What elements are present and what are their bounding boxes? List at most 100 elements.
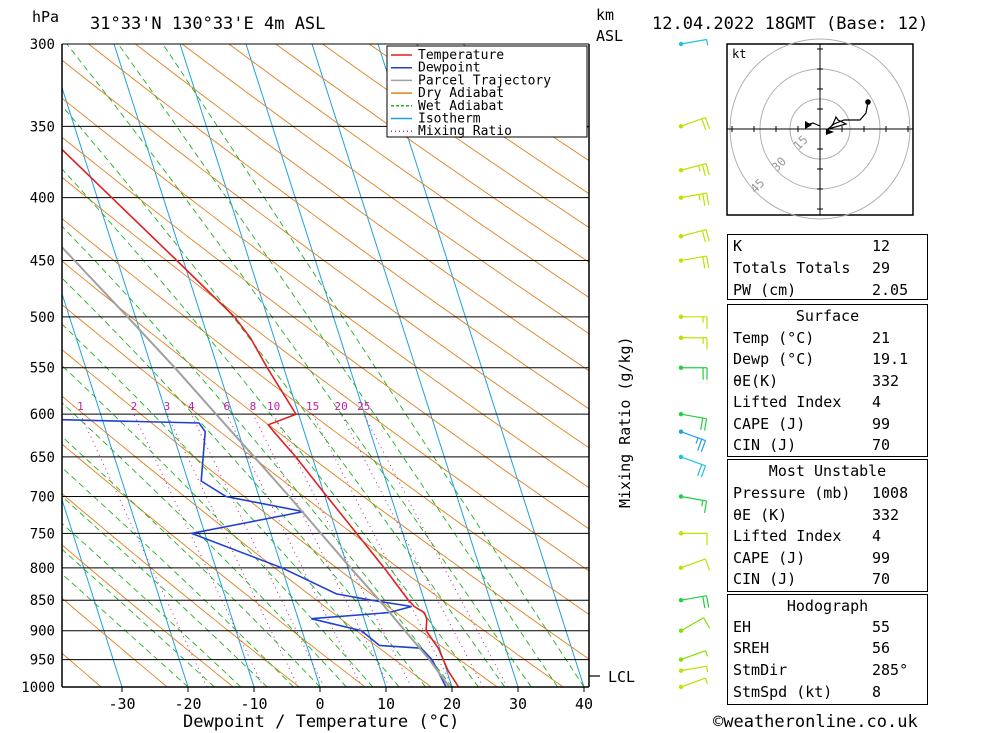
dry-adiabat-line — [322, 44, 589, 229]
wind-barb-flag — [700, 417, 704, 430]
wind-level-dot — [678, 531, 684, 536]
pressure-tick-label: 900 — [30, 624, 55, 640]
dry-adiabat-line — [62, 493, 300, 687]
pressure-tick-label: 550 — [30, 361, 55, 377]
hpa-unit: hPa — [32, 8, 59, 26]
series-parcel-trajectory — [62, 245, 451, 687]
isotherm-line — [113, 44, 321, 687]
wind-barb-flag — [702, 596, 706, 609]
legend-label: Wet Adiabat — [418, 99, 504, 114]
isotherm-line — [62, 498, 123, 687]
wind-barb-flag — [701, 230, 707, 243]
wind-barb-flag — [701, 500, 704, 507]
mixing-ratio-label: 25 — [357, 400, 370, 413]
wind-barb-flag — [698, 165, 701, 172]
stmdir-label: StmDir — [733, 661, 788, 679]
legend-label: Dewpoint — [418, 61, 481, 76]
surface-cape-label: CAPE (J) — [733, 415, 806, 433]
series-dewpoint — [62, 418, 447, 687]
pressure-tick-label: 1000 — [21, 680, 55, 696]
hodograph-top-point — [865, 99, 871, 105]
wind-barb-flag — [706, 255, 710, 268]
wind-barb-flag — [700, 440, 706, 453]
wind-level-dot — [678, 411, 684, 417]
pressure-tick-label: 750 — [30, 526, 55, 542]
wind-barb-flag — [706, 666, 709, 673]
sreh-value: 56 — [872, 639, 891, 657]
wind-barb-staff — [680, 192, 707, 199]
k-index-value: 12 — [872, 237, 891, 255]
surface-theta-value: 332 — [872, 372, 900, 390]
wind-barb-staff — [680, 558, 706, 569]
wind-barb-flag — [698, 194, 701, 201]
wind-barb-staff — [680, 650, 706, 661]
indices-panel: K 12 Totals Totals 29 PW (cm) 2.05 — [727, 234, 928, 300]
wind-barb-staff — [680, 677, 706, 688]
pressure-tick-label: 400 — [30, 191, 55, 207]
totals-label: Totals Totals — [733, 259, 851, 277]
wind-barb-staff — [680, 665, 707, 672]
wind-level-dot — [678, 684, 684, 690]
x-tick-label: -20 — [174, 695, 201, 713]
mu-pressure-value: 1008 — [872, 484, 909, 502]
mu-pressure-label: Pressure (mb) — [733, 484, 851, 502]
pressure-tick-label: 450 — [30, 254, 55, 270]
wind-barb-flag — [702, 193, 706, 206]
dry-adiabat-line — [62, 176, 589, 572]
stmspd-value: 8 — [872, 683, 882, 701]
surface-title: Surface — [795, 307, 860, 325]
pressure-tick-label: 700 — [30, 490, 55, 506]
x-tick-label: 20 — [443, 695, 461, 713]
wind-barb-flag — [702, 256, 706, 269]
mixing-ratio-line — [190, 413, 325, 687]
wet-adiabat-line — [162, 44, 585, 687]
mixing-ratio-line — [133, 413, 264, 687]
wind-level-dot — [678, 628, 684, 633]
wind-barb-flag — [703, 418, 708, 431]
asl-unit: ASL — [596, 27, 623, 45]
wind-level-dot — [678, 258, 684, 263]
mixing-ratio-label: 15 — [306, 400, 319, 413]
surface-dewp-value: 19.1 — [872, 350, 909, 368]
wet-adiabat-line — [62, 168, 479, 687]
wet-adiabat-line — [62, 573, 189, 687]
surface-cape-value: 99 — [872, 415, 891, 433]
wet-adiabat-line — [62, 225, 453, 687]
x-tick-label: 30 — [509, 695, 527, 713]
stmspd-label: StmSpd (kt) — [733, 683, 833, 701]
wind-barb-flag — [706, 595, 710, 608]
mixing-ratio-label: 10 — [267, 400, 280, 413]
wet-adiabat-line — [62, 436, 321, 687]
x-axis-label: Dewpoint / Temperature (°C) — [183, 712, 459, 732]
wind-level-dot — [678, 494, 684, 499]
wind-level-dot — [678, 195, 684, 200]
wind-barb-staff — [680, 162, 707, 171]
mu-cin-value: 70 — [872, 570, 891, 588]
wind-barb-flag — [703, 500, 708, 513]
hodograph-stats-panel: Hodograph EH 55 SREH 56 StmDir 285° StmSpd … — [727, 594, 928, 705]
hodograph-unit: kt — [732, 47, 746, 61]
wind-barb-flag — [700, 465, 706, 478]
mean-wind-arrow — [826, 129, 834, 135]
storm-motion-arrow — [805, 121, 812, 129]
wet-adiabat-line — [62, 467, 294, 687]
pw-label: PW (cm) — [733, 281, 797, 299]
hodo-stats-title: Hodograph — [786, 597, 869, 615]
dry-adiabat-line — [62, 544, 234, 687]
mixing-ratio-line — [340, 413, 484, 687]
eh-label: EH — [733, 618, 752, 636]
wind-barb-staff — [680, 38, 707, 45]
legend-label: Dry Adiabat — [418, 86, 504, 101]
dry-adiabat-line — [62, 349, 498, 687]
wind-level-dot — [678, 314, 684, 320]
wet-adiabat-line — [62, 323, 400, 687]
datetime-title: 12.04.2022 18GMT (Base: 12) — [652, 14, 928, 34]
wind-barb-flag — [706, 39, 709, 46]
wind-barb-staff — [680, 495, 707, 502]
wind-level-dot — [678, 365, 684, 370]
wind-level-dot — [678, 598, 684, 603]
mixing-ratio-line — [166, 413, 299, 687]
mixing-ratio-label: 20 — [335, 400, 348, 413]
legend-label: Mixing Ratio — [418, 124, 512, 139]
k-index-label: K — [733, 237, 743, 255]
